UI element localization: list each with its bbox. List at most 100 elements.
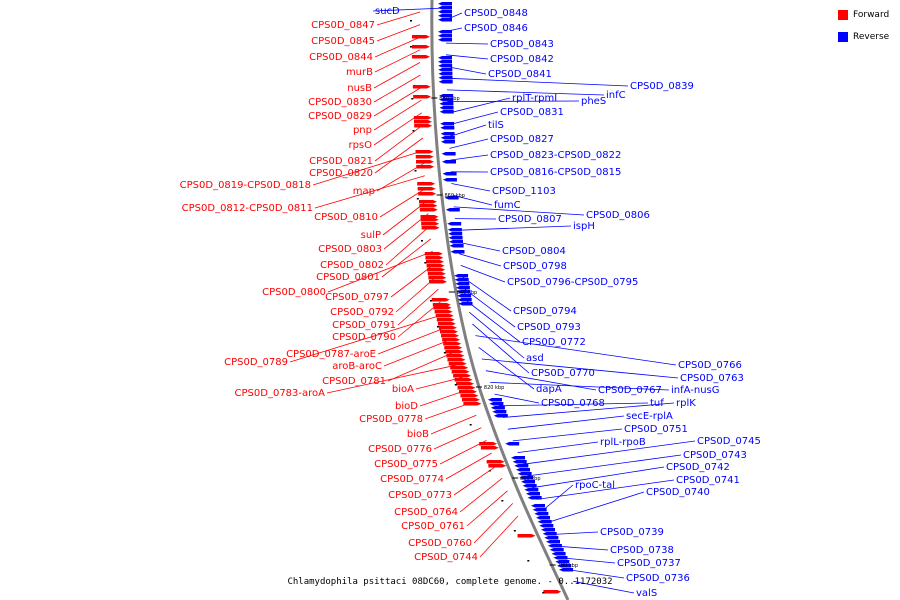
forward-gene-label[interactable]: CPS0D_0803 [318, 244, 382, 255]
forward-gene-label[interactable]: CPS0D_0845 [311, 36, 375, 47]
forward-gene-label[interactable]: CPS0D_0778 [359, 414, 423, 425]
reverse-gene-block[interactable] [493, 414, 508, 418]
reverse-gene-label[interactable]: CPS0D_0737 [617, 558, 681, 569]
reverse-gene-label[interactable]: CPS0D_0763 [680, 373, 744, 384]
reverse-gene-block[interactable] [445, 208, 460, 212]
forward-gene-label[interactable]: CPS0D_0760 [408, 538, 472, 549]
forward-gene-block[interactable] [414, 120, 432, 124]
forward-gene-block[interactable] [440, 330, 458, 334]
reverse-gene-block[interactable] [438, 68, 453, 72]
reverse-gene-block[interactable] [547, 544, 562, 548]
forward-gene-block[interactable] [447, 358, 466, 362]
reverse-gene-block[interactable] [439, 94, 454, 98]
forward-gene-block[interactable] [415, 155, 434, 159]
reverse-gene-label[interactable]: CPS0D_0796-CPS0D_0795 [507, 277, 638, 288]
reverse-gene-block[interactable] [439, 98, 454, 102]
forward-gene-block[interactable] [415, 150, 434, 154]
forward-gene-label[interactable]: CPS0D_0781 [322, 376, 386, 387]
forward-gene-label[interactable]: CPS0D_0844 [309, 52, 373, 63]
reverse-gene-label[interactable]: CPS0D_0739 [600, 527, 664, 538]
forward-gene-block[interactable] [432, 303, 451, 307]
forward-gene-label[interactable]: CPS0D_0776 [368, 444, 432, 455]
reverse-gene-label[interactable]: CPS0D_0736 [626, 573, 690, 584]
reverse-gene-block[interactable] [454, 274, 469, 278]
reverse-gene-label[interactable]: valS [636, 588, 657, 599]
forward-gene-label[interactable]: CPS0D_0775 [374, 459, 438, 470]
forward-gene-label[interactable]: CPS0D_0801 [316, 272, 380, 283]
forward-gene-label[interactable]: CPS0D_0821 [309, 156, 373, 167]
reverse-gene-block[interactable] [457, 294, 472, 298]
forward-gene-label[interactable]: bioD [395, 401, 418, 412]
forward-gene-block[interactable] [412, 85, 431, 89]
forward-gene-label[interactable]: nusB [347, 83, 372, 94]
forward-gene-block[interactable] [425, 256, 444, 260]
reverse-gene-block[interactable] [542, 532, 557, 536]
forward-gene-label[interactable]: CPS0D_0783-aroA [235, 388, 326, 399]
reverse-gene-label[interactable]: rpoC-tal [575, 480, 615, 491]
forward-gene-label[interactable]: CPS0D_0800 [262, 287, 326, 298]
reverse-gene-block[interactable] [559, 568, 574, 572]
reverse-gene-block[interactable] [527, 496, 542, 500]
reverse-gene-label[interactable]: CPS0D_0772 [522, 337, 586, 348]
forward-gene-block[interactable] [437, 322, 456, 326]
reverse-gene-label[interactable]: CPS0D_0793 [517, 322, 581, 333]
forward-gene-block[interactable] [429, 280, 447, 284]
reverse-gene-block[interactable] [442, 178, 457, 182]
reverse-gene-block[interactable] [439, 102, 454, 106]
reverse-gene-block[interactable] [441, 140, 455, 144]
reverse-gene-block[interactable] [444, 196, 459, 200]
forward-gene-label[interactable]: CPS0D_0819-CPS0D_0818 [180, 180, 311, 191]
forward-gene-block[interactable] [453, 374, 472, 378]
reverse-gene-block[interactable] [438, 76, 453, 80]
reverse-gene-label[interactable]: CPS0D_0807 [498, 214, 562, 225]
reverse-gene-block[interactable] [438, 34, 452, 38]
forward-gene-label[interactable]: CPS0D_0774 [380, 474, 444, 485]
reverse-gene-label[interactable]: CPS0D_0848 [464, 8, 528, 19]
reverse-gene-block[interactable] [487, 398, 502, 402]
forward-gene-block[interactable] [441, 334, 460, 338]
forward-gene-block[interactable] [457, 386, 476, 390]
reverse-gene-block[interactable] [516, 468, 530, 472]
forward-gene-label[interactable]: CPS0D_0787-aroE [286, 349, 376, 360]
reverse-gene-label[interactable]: CPS0D_0806 [586, 210, 650, 221]
reverse-gene-label[interactable]: CPS0D_0846 [464, 23, 528, 34]
forward-gene-label[interactable]: CPS0D_0792 [330, 307, 394, 318]
reverse-gene-block[interactable] [455, 286, 470, 290]
reverse-gene-label[interactable]: CPS0D_0823-CPS0D_0822 [490, 150, 621, 161]
reverse-gene-block[interactable] [438, 18, 452, 22]
forward-gene-label[interactable]: CPS0D_0790 [332, 332, 396, 343]
reverse-gene-block[interactable] [549, 548, 564, 552]
reverse-gene-label[interactable]: infC [606, 90, 626, 101]
reverse-gene-block[interactable] [438, 2, 452, 6]
reverse-gene-label[interactable]: tilS [488, 120, 504, 131]
reverse-gene-label[interactable]: CPS0D_0740 [646, 487, 710, 498]
forward-gene-block[interactable] [451, 370, 470, 374]
forward-gene-label[interactable]: bioA [392, 384, 414, 395]
forward-gene-block[interactable] [426, 264, 445, 268]
reverse-gene-block[interactable] [514, 464, 529, 468]
reverse-gene-label[interactable]: sucD [375, 6, 400, 17]
reverse-gene-label[interactable]: CPS0D_0745 [697, 436, 761, 447]
forward-gene-label[interactable]: CPS0D_0830 [308, 97, 372, 108]
reverse-gene-label[interactable]: CPS0D_0798 [503, 261, 567, 272]
reverse-gene-block[interactable] [526, 492, 540, 496]
forward-gene-block[interactable] [426, 260, 444, 264]
reverse-gene-block[interactable] [512, 460, 527, 464]
reverse-gene-label[interactable]: CPS0D_0842 [490, 54, 554, 65]
forward-gene-label[interactable]: CPS0D_0820 [309, 168, 373, 179]
forward-gene-block[interactable] [443, 342, 462, 346]
reverse-gene-block[interactable] [505, 442, 520, 446]
reverse-gene-block[interactable] [450, 250, 465, 254]
reverse-gene-block[interactable] [534, 512, 549, 516]
forward-gene-block[interactable] [412, 35, 430, 39]
forward-gene-block[interactable] [456, 382, 475, 386]
reverse-gene-block[interactable] [546, 540, 560, 544]
reverse-gene-label[interactable]: CPS0D_0839 [630, 81, 694, 92]
reverse-gene-block[interactable] [519, 476, 534, 480]
forward-gene-label[interactable]: murB [346, 67, 373, 78]
reverse-gene-block[interactable] [438, 14, 452, 18]
forward-gene-label[interactable]: rpsO [348, 140, 372, 151]
reverse-gene-block[interactable] [492, 410, 507, 414]
reverse-gene-block[interactable] [438, 72, 453, 76]
forward-gene-block[interactable] [433, 306, 452, 310]
